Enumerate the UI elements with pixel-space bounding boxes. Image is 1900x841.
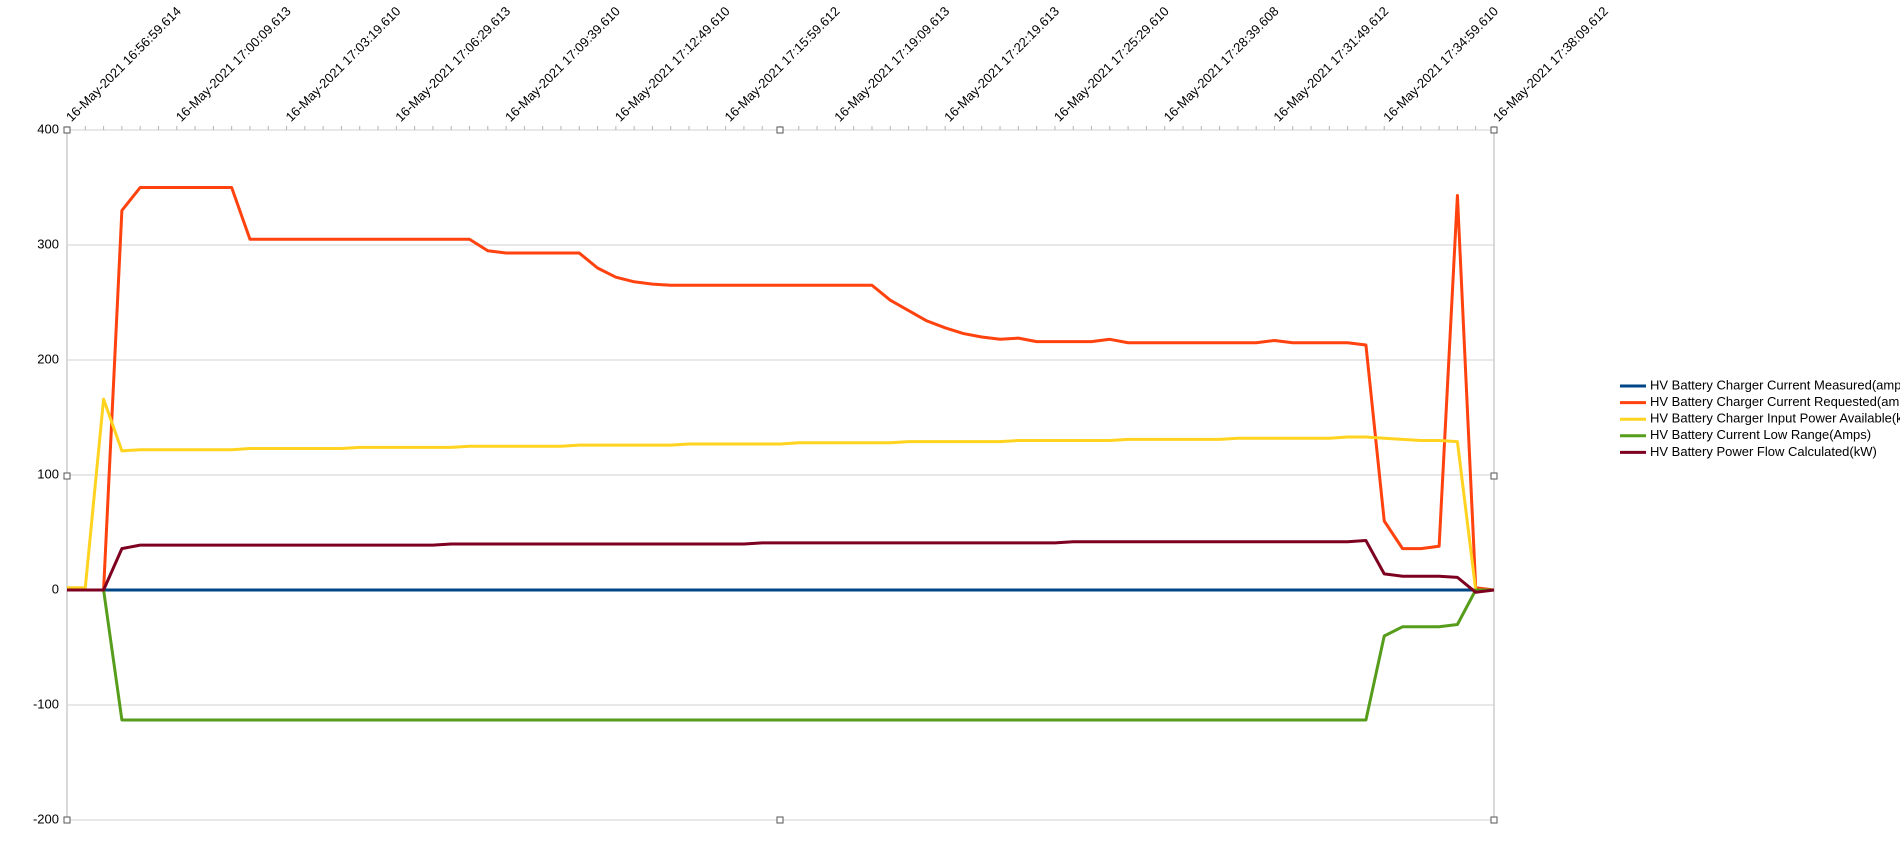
x-tick-label: 16-May-2021 17:06:29.613 xyxy=(392,4,513,125)
legend-label: HV Battery Charger Current Requested(amp… xyxy=(1650,394,1900,409)
x-tick-label: 16-May-2021 17:19:09.613 xyxy=(831,4,952,125)
x-tick-label: 16-May-2021 17:12:49.610 xyxy=(612,4,733,125)
series-line xyxy=(67,588,1494,722)
selection-handles xyxy=(63,126,1498,824)
legend-label: HV Battery Power Flow Calculated(kW) xyxy=(1650,444,1877,459)
x-tick-label: 16-May-2021 17:25:29.610 xyxy=(1051,4,1172,125)
x-tick-label: 16-May-2021 17:00:09.613 xyxy=(173,4,294,125)
x-tick-label: 16-May-2021 16:56:59.614 xyxy=(63,4,184,125)
x-tick-label: 16-May-2021 17:22:19.613 xyxy=(941,4,1062,125)
series-line xyxy=(67,397,1494,592)
x-tick-label: 16-May-2021 17:38:09.612 xyxy=(1490,4,1611,125)
x-tick-label: 16-May-2021 17:28:39.608 xyxy=(1161,4,1282,125)
plot: -200 -100 0 100 200 300 400 16-May-2021 16:56:5… xyxy=(33,4,1900,827)
y-tick-label: 200 xyxy=(37,351,59,366)
x-tick-label: 16-May-2021 17:09:39.610 xyxy=(502,4,623,125)
x-tick-label: 16-May-2021 17:31:49.612 xyxy=(1270,4,1391,125)
y-tick-label: -100 xyxy=(33,696,59,711)
y-tick-label: 100 xyxy=(37,466,59,481)
series-line xyxy=(67,539,1495,594)
y-tick-label: 300 xyxy=(37,236,59,251)
y-tick-label: 0 xyxy=(52,581,59,596)
legend-label: HV Battery Current Low Range(Amps) xyxy=(1650,427,1871,442)
x-tick-label: 16-May-2021 17:03:19.610 xyxy=(282,4,403,125)
y-tick-label: -200 xyxy=(33,811,59,826)
y-tick-label: 400 xyxy=(37,121,59,136)
legend-label: HV Battery Charger Input Power Available… xyxy=(1650,411,1900,426)
x-tick-label: 16-May-2021 17:15:59.612 xyxy=(722,4,843,125)
x-tick-label: 16-May-2021 17:34:59.610 xyxy=(1380,4,1501,125)
legend-label: HV Battery Charger Current Measured(amps… xyxy=(1650,377,1900,392)
series-line xyxy=(67,186,1495,592)
